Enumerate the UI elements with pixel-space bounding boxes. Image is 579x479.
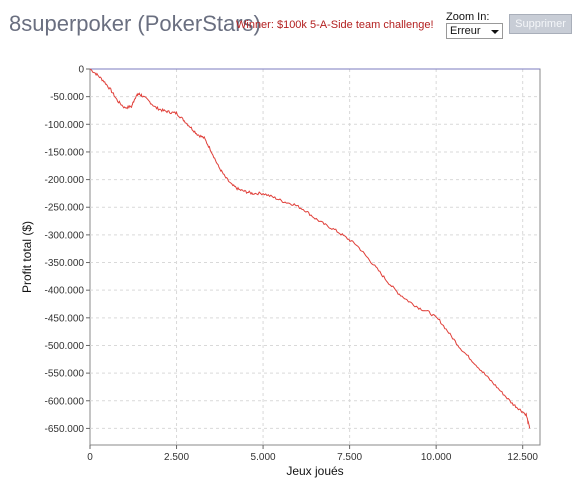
grid-lines: [90, 69, 540, 445]
y-tick-label: -250.000: [45, 203, 85, 214]
delete-button[interactable]: Supprimer: [509, 14, 572, 34]
y-tick-label: -600.000: [45, 396, 85, 407]
x-tick-label: 5.000: [251, 452, 276, 463]
y-tick-label: -150.000: [45, 147, 85, 158]
x-tick-label: 0: [87, 452, 93, 463]
x-axis-title: Jeux joués: [286, 464, 343, 478]
y-tick-label: -300.000: [45, 230, 85, 241]
y-tick-label: -50.000: [50, 92, 84, 103]
x-tick-label: 7.500: [337, 452, 362, 463]
y-tick-label: -450.000: [45, 313, 85, 324]
x-axis: 0 2.500 5.000 7.500 10.000 12.500: [87, 445, 538, 463]
x-tick-label: 2.500: [164, 452, 189, 463]
y-tick-label: -550.000: [45, 369, 85, 380]
zoom-label: Zoom In:: [446, 11, 490, 23]
y-tick-label: -400.000: [45, 286, 85, 297]
y-tick-label: -500.000: [45, 341, 85, 352]
y-tick-label: -350.000: [45, 258, 85, 269]
series-line: [89, 68, 531, 429]
x-tick-label: 12.500: [507, 452, 538, 463]
y-axis-title: Profit total ($): [20, 221, 34, 293]
achievement-badge[interactable]: Winner: $100k 5-A-Side team challenge!: [236, 19, 434, 31]
zoom-select[interactable]: Erreur: [446, 23, 503, 39]
y-tick-label: -650.000: [45, 424, 85, 435]
plot-area: [89, 68, 541, 446]
zoom-select-value: Erreur: [450, 25, 481, 37]
player-title: 8superpoker (PokerStars): [9, 11, 261, 36]
y-tick-label: -100.000: [45, 120, 85, 131]
y-axis: 0 -50.000 -100.000 -150.000 -200.000 -250.000…: [45, 65, 90, 435]
y-tick-label: 0: [78, 65, 84, 76]
chevron-down-icon: [491, 30, 499, 34]
x-tick-label: 10.000: [421, 452, 452, 463]
y-tick-label: -200.000: [45, 175, 85, 186]
